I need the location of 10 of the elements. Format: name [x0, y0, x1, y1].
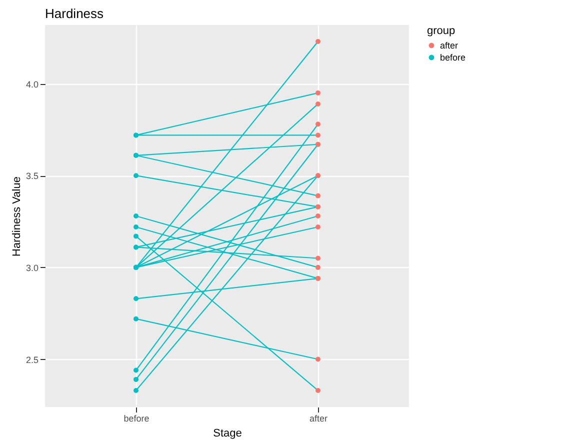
x-axis-title: Stage — [213, 428, 242, 440]
y-axis-title: Hardiness Value — [10, 176, 23, 256]
y-tick-label: 4.0 — [26, 79, 38, 90]
chart-title: Hardiness — [45, 6, 104, 21]
y-tick-label: 3.0 — [26, 262, 38, 273]
legend-label: after — [440, 40, 458, 50]
legend-title: group — [427, 25, 456, 37]
y-tick-label: 3.5 — [26, 171, 38, 182]
legend-label: before — [440, 52, 466, 62]
y-tick-label: 2.5 — [26, 354, 38, 365]
